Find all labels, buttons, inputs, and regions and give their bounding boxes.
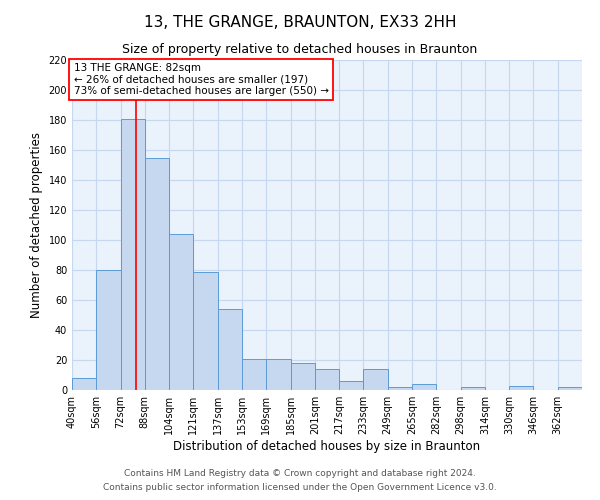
Bar xyxy=(242,358,266,390)
Bar xyxy=(509,386,533,390)
Text: 13 THE GRANGE: 82sqm
← 26% of detached houses are smaller (197)
73% of semi-deta: 13 THE GRANGE: 82sqm ← 26% of detached h… xyxy=(74,63,329,96)
Bar xyxy=(412,384,436,390)
Bar xyxy=(461,387,485,390)
Bar xyxy=(315,369,339,390)
Bar xyxy=(388,387,412,390)
Bar xyxy=(169,234,193,390)
X-axis label: Distribution of detached houses by size in Braunton: Distribution of detached houses by size … xyxy=(173,440,481,453)
Bar xyxy=(121,118,145,390)
Text: Size of property relative to detached houses in Braunton: Size of property relative to detached ho… xyxy=(122,42,478,56)
Text: 13, THE GRANGE, BRAUNTON, EX33 2HH: 13, THE GRANGE, BRAUNTON, EX33 2HH xyxy=(144,15,456,30)
Bar xyxy=(96,270,121,390)
Bar xyxy=(218,309,242,390)
Bar xyxy=(290,363,315,390)
Text: Contains public sector information licensed under the Open Government Licence v3: Contains public sector information licen… xyxy=(103,484,497,492)
Bar xyxy=(72,378,96,390)
Bar xyxy=(193,272,218,390)
Bar xyxy=(364,369,388,390)
Bar xyxy=(266,358,290,390)
Bar xyxy=(558,387,582,390)
Y-axis label: Number of detached properties: Number of detached properties xyxy=(30,132,43,318)
Text: Contains HM Land Registry data © Crown copyright and database right 2024.: Contains HM Land Registry data © Crown c… xyxy=(124,468,476,477)
Bar xyxy=(145,158,169,390)
Bar xyxy=(339,381,364,390)
